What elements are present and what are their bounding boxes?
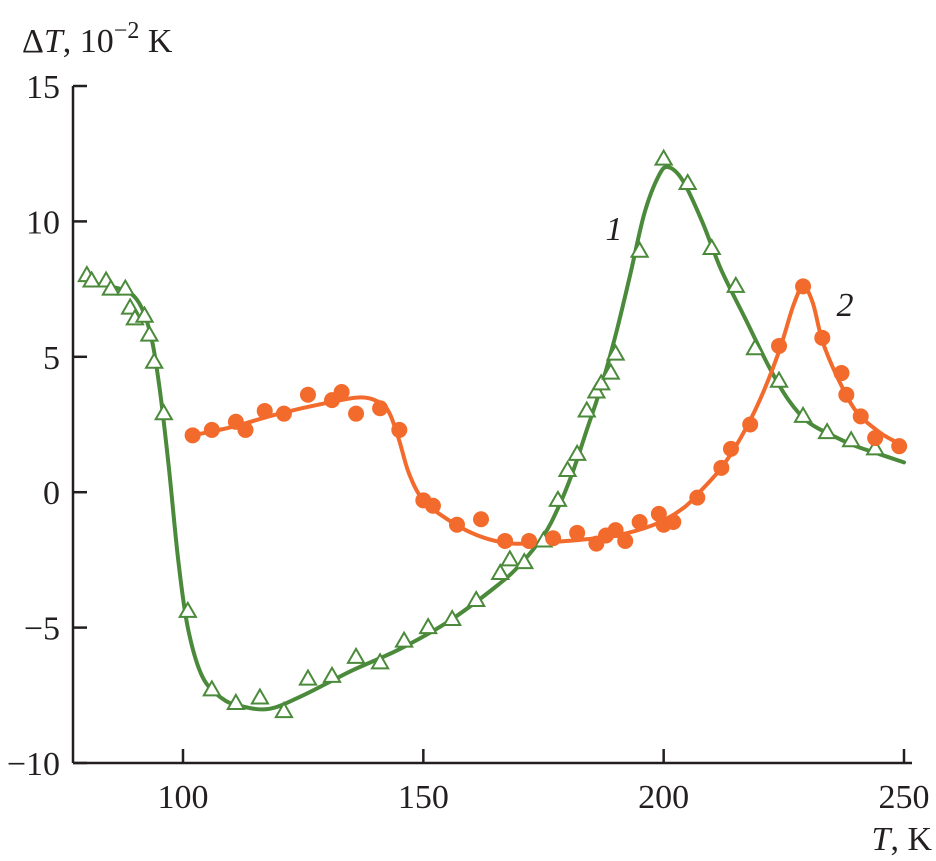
series-2-point bbox=[833, 365, 850, 382]
series-2-point bbox=[795, 278, 812, 295]
series-1-point bbox=[701, 237, 722, 256]
series-2-point bbox=[275, 405, 292, 422]
series-1-point bbox=[139, 324, 160, 342]
y-tick-label: 5 bbox=[43, 340, 60, 377]
series-2-point bbox=[607, 522, 624, 539]
series-1-point bbox=[134, 305, 155, 323]
series-2-point bbox=[689, 489, 706, 506]
y-tick-label: −5 bbox=[24, 611, 60, 648]
series-2-label: 2 bbox=[837, 287, 854, 324]
series-1-point bbox=[865, 438, 885, 456]
series-1-point bbox=[101, 278, 121, 296]
series-1-point bbox=[370, 652, 390, 670]
series-1-point bbox=[298, 668, 318, 686]
y-tick-label: 15 bbox=[26, 69, 60, 106]
series-1-point bbox=[600, 362, 621, 380]
series-2-point bbox=[473, 511, 490, 528]
series-1-point bbox=[557, 460, 578, 478]
series-2-point bbox=[391, 421, 408, 438]
series-1-point bbox=[653, 148, 674, 166]
series-1-point bbox=[250, 687, 270, 705]
series-1-point bbox=[567, 443, 587, 461]
series-2-point bbox=[256, 402, 273, 419]
markers bbox=[77, 148, 908, 719]
x-tick-label: 100 bbox=[158, 779, 209, 816]
series-1-point bbox=[548, 489, 568, 507]
y-tick-label: −10 bbox=[7, 746, 60, 783]
series-1-point bbox=[745, 338, 765, 356]
series-2-point bbox=[631, 513, 648, 530]
series-1-point bbox=[514, 552, 535, 570]
series-2-point bbox=[814, 329, 831, 346]
series-2-point bbox=[237, 421, 254, 438]
x-tick-label: 150 bbox=[398, 779, 449, 816]
series-2-point bbox=[545, 530, 562, 547]
series-2-point bbox=[742, 416, 759, 433]
series-2-point bbox=[348, 405, 365, 422]
y-tick-label: 0 bbox=[43, 475, 60, 512]
labels: 15 10 5 0 −5 −10 100 150 200 250 ΔT, 10−2 K T, K 1 2 bbox=[7, 18, 933, 858]
series-1-point bbox=[202, 679, 222, 697]
series-1-label: 1 bbox=[606, 211, 623, 248]
y-tick-label: 10 bbox=[26, 204, 60, 241]
series-1-point bbox=[115, 278, 136, 296]
series-1-point bbox=[769, 370, 789, 388]
series-2-point bbox=[203, 421, 220, 438]
series-1-point bbox=[153, 403, 174, 421]
series-1-curve bbox=[84, 164, 906, 712]
series-2-point bbox=[617, 532, 634, 549]
axes bbox=[71, 84, 912, 765]
series-2-point bbox=[771, 337, 788, 354]
series-1-point bbox=[629, 240, 650, 258]
series-2-point bbox=[891, 438, 908, 455]
series-2-point bbox=[521, 532, 538, 549]
y-axis-label: ΔT, 10−2 K bbox=[22, 18, 173, 60]
series-1-point bbox=[346, 646, 366, 664]
series-1-point bbox=[677, 172, 698, 191]
x-tick-label: 200 bbox=[638, 779, 689, 816]
series-2-point bbox=[852, 408, 869, 425]
series-1-point bbox=[793, 405, 813, 423]
x-axis-label: T, K bbox=[872, 821, 933, 858]
series-2-point bbox=[372, 400, 389, 417]
series-1-point bbox=[394, 630, 414, 648]
series-2-point bbox=[569, 524, 586, 541]
series-1-point bbox=[500, 549, 520, 567]
series-2-point bbox=[838, 386, 855, 403]
series-1-point bbox=[466, 590, 487, 608]
series-1-point bbox=[725, 275, 746, 293]
series-2-point bbox=[867, 430, 884, 447]
series-1-point bbox=[274, 701, 294, 719]
series-2-curve bbox=[190, 284, 902, 546]
series-1-point bbox=[442, 608, 462, 627]
series-1-point bbox=[817, 422, 837, 440]
series-1-point bbox=[490, 562, 511, 580]
series-1-point bbox=[841, 430, 861, 448]
x-tick-label: 250 bbox=[879, 779, 930, 816]
series-1-point bbox=[576, 400, 597, 418]
series-1-point bbox=[586, 381, 607, 399]
series-1-point bbox=[81, 270, 102, 288]
series-2-point bbox=[497, 532, 514, 549]
series-1-point bbox=[178, 600, 198, 618]
series-2-point bbox=[333, 384, 350, 401]
series-1-point bbox=[591, 373, 611, 391]
series-2-point bbox=[722, 440, 739, 457]
series-2-point bbox=[299, 386, 316, 403]
series-2-point bbox=[713, 459, 730, 476]
series-1-point bbox=[322, 665, 342, 683]
series-2-point bbox=[665, 513, 682, 530]
series-2-point bbox=[448, 516, 465, 533]
series-2-point bbox=[424, 497, 441, 514]
series-2-point bbox=[184, 427, 201, 444]
series-1-point bbox=[605, 343, 626, 361]
series-1-point bbox=[418, 617, 438, 635]
curves bbox=[84, 164, 906, 712]
series-1-point bbox=[144, 351, 164, 369]
series-1-point bbox=[226, 692, 246, 710]
